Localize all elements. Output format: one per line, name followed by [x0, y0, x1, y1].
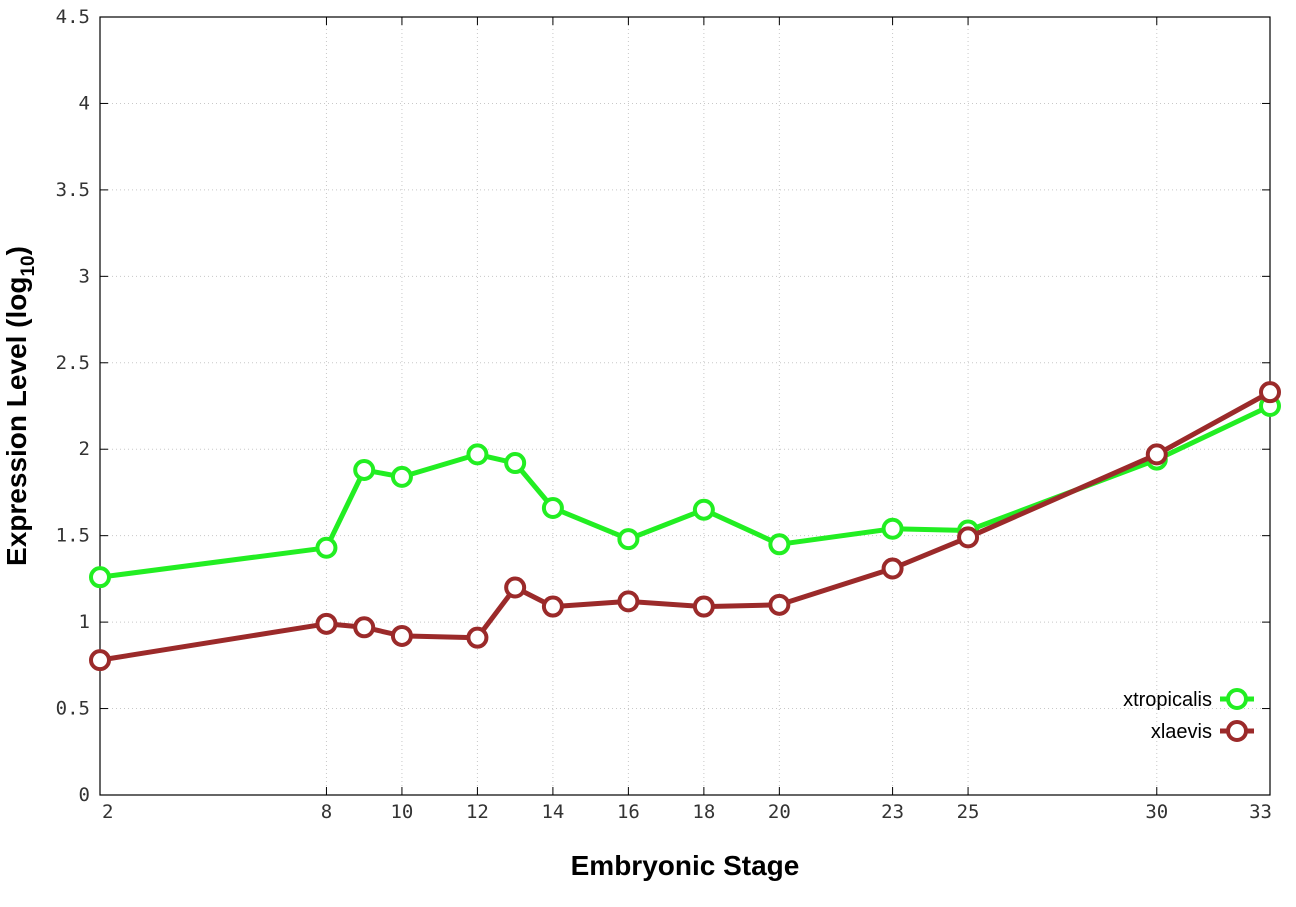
x-tick-label: 23 — [881, 801, 904, 823]
y-tick-label: 0.5 — [56, 698, 90, 720]
data-point — [353, 458, 376, 481]
data-point — [881, 517, 904, 540]
data-point — [541, 595, 564, 618]
y-tick-labels: 0 0.5 1 1.5 2 2.5 3 3.5 4 4.5 — [56, 6, 90, 806]
x-tick-label: 12 — [466, 801, 489, 823]
data-point — [466, 626, 489, 649]
y-tick-label: 4 — [79, 92, 90, 114]
data-point — [617, 528, 640, 551]
data-point — [768, 593, 791, 616]
legend: xtropicalis xlaevis — [1123, 688, 1254, 743]
data-point — [617, 590, 640, 613]
series-xtropicalis — [89, 395, 1281, 589]
data-point — [692, 595, 715, 618]
data-point — [89, 566, 111, 589]
data-point — [315, 612, 338, 635]
legend-swatch-marker — [1226, 720, 1248, 742]
y-axis-title-subscript: 10 — [18, 255, 39, 276]
data-point — [1259, 381, 1281, 404]
series-line-xtropicalis — [99, 403, 1272, 580]
tick-marks — [99, 16, 1271, 796]
x-tick-label: 10 — [390, 801, 413, 823]
y-axis-title: Expression Level (log10) — [1, 246, 39, 566]
data-point — [957, 526, 980, 549]
x-tick-label: 18 — [692, 801, 715, 823]
y-tick-label: 2.5 — [56, 352, 90, 374]
y-tick-label: 1.5 — [56, 525, 90, 547]
data-point — [353, 616, 376, 639]
y-tick-label: 0 — [79, 784, 90, 806]
plot-frame — [99, 16, 1271, 796]
x-tick-label: 16 — [617, 801, 640, 823]
y-tick-label: 2 — [79, 438, 90, 460]
data-point — [1145, 443, 1168, 466]
data-point — [541, 497, 564, 520]
data-point — [89, 649, 111, 672]
x-tick-label: 8 — [321, 801, 332, 823]
legend-label: xlaevis — [1151, 721, 1212, 743]
legend-label: xtropicalis — [1123, 689, 1212, 711]
x-tick-label: 30 — [1145, 801, 1168, 823]
y-tick-label: 3.5 — [56, 179, 90, 201]
data-point — [315, 536, 338, 559]
x-axis-title: Embryonic Stage — [571, 850, 800, 881]
y-tick-label: 4.5 — [56, 6, 90, 28]
data-point — [768, 533, 791, 556]
data-point — [504, 576, 527, 599]
x-tick-label: 33 — [1249, 801, 1272, 823]
legend-swatch-marker — [1226, 688, 1248, 710]
data-point — [692, 498, 715, 521]
y-axis-title-main: Expression Level (log — [1, 277, 32, 566]
series-layer — [89, 381, 1281, 672]
y-tick-label: 3 — [79, 265, 90, 287]
y-tick-label: 1 — [79, 611, 90, 633]
data-point — [881, 557, 904, 580]
grid-lines — [100, 17, 1270, 795]
series-line-xlaevis — [99, 390, 1272, 663]
x-tick-labels: 2 8 10 12 14 16 18 20 23 25 30 33 — [102, 801, 1272, 823]
y-axis-title-close: ) — [1, 246, 32, 255]
x-tick-label: 25 — [957, 801, 980, 823]
data-point — [390, 624, 413, 647]
data-point — [504, 452, 527, 475]
x-tick-label: 14 — [541, 801, 564, 823]
data-point — [466, 443, 489, 466]
series-xlaevis — [89, 381, 1281, 672]
data-point — [390, 465, 413, 488]
x-tick-label: 2 — [102, 801, 113, 823]
x-tick-label: 20 — [768, 801, 791, 823]
